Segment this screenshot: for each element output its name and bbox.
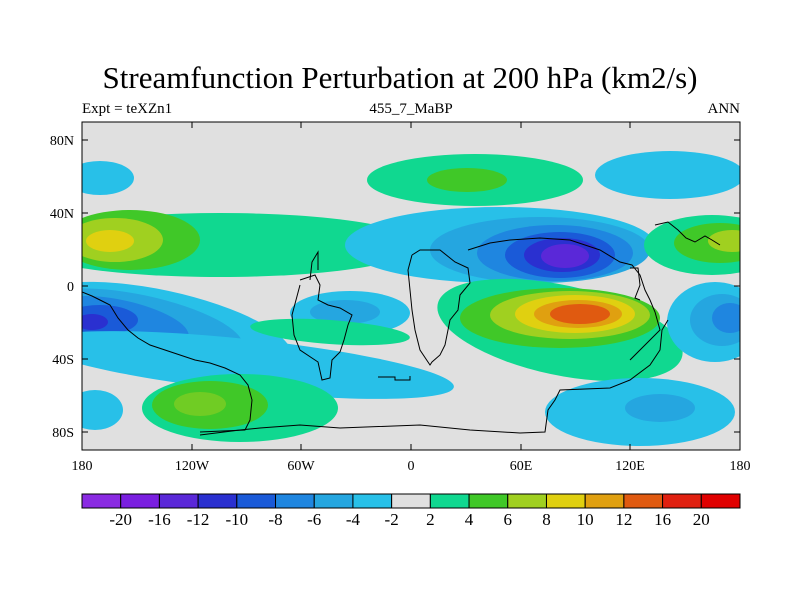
negative-anomaly-arctic-east bbox=[595, 151, 740, 199]
negative-anomaly-asia bbox=[345, 207, 655, 283]
colorbar-swatch bbox=[352, 493, 393, 509]
lon-label-60w: 60W bbox=[287, 459, 315, 474]
negative-anomaly-southern-ocean-core bbox=[625, 394, 695, 422]
colorbar-label: 12 bbox=[615, 510, 633, 529]
colorbar-swatch bbox=[275, 493, 315, 509]
experiment-label: Expt = teXZn1 bbox=[82, 101, 173, 117]
map-title: Streamfunction Perturbation at 200 hPa (… bbox=[102, 60, 698, 95]
colorbar-swatch bbox=[584, 493, 625, 509]
colorbar-label: -4 bbox=[345, 510, 361, 529]
lat-label-40s: 40S bbox=[52, 353, 74, 368]
colorbar-label: 20 bbox=[692, 510, 710, 529]
positive-anomaly-north-atlantic bbox=[367, 154, 583, 206]
colorbar-label: 2 bbox=[426, 510, 435, 529]
colorbar-label: -6 bbox=[307, 510, 322, 529]
colorbar-label: 16 bbox=[654, 510, 672, 529]
colorbar-swatch bbox=[197, 493, 238, 509]
colorbar-label: 6 bbox=[503, 510, 513, 529]
lon-label-180w: 180 bbox=[72, 459, 93, 474]
lon-label-60e: 60E bbox=[510, 459, 533, 474]
colorbar-swatch bbox=[623, 493, 664, 509]
colorbar-label: -8 bbox=[268, 510, 283, 529]
coastlines bbox=[82, 221, 721, 436]
colorbar-label: -12 bbox=[186, 510, 210, 529]
positive-anomaly-southeast-pacific bbox=[82, 374, 338, 442]
colorbar-label: -16 bbox=[148, 510, 171, 529]
coastline-north-america bbox=[309, 250, 319, 281]
coastline-south-pacific-edge bbox=[82, 291, 253, 433]
lon-label-180e: 180 bbox=[730, 459, 751, 474]
lat-label-eq: 0 bbox=[67, 280, 74, 295]
positive-anomaly-north-pacific bbox=[82, 210, 420, 277]
coastline-antarctica bbox=[199, 319, 669, 436]
colorbar-swatch bbox=[236, 493, 277, 509]
coastline-maritime-continent bbox=[630, 267, 641, 301]
lon-label-120w: 120W bbox=[175, 459, 210, 474]
colorbar-label: 10 bbox=[576, 510, 594, 529]
colorbar-label: -10 bbox=[225, 510, 249, 529]
colorbar-label: 8 bbox=[542, 510, 551, 529]
colorbar-swatch bbox=[81, 493, 122, 509]
colorbar-swatch bbox=[120, 493, 160, 509]
coastline-asia bbox=[467, 237, 661, 361]
negative-anomaly-east-pacific bbox=[667, 282, 740, 362]
colorbar-label: -2 bbox=[384, 510, 399, 529]
longitude-labels: 180 120W 60W 0 60E 120E 180 bbox=[72, 459, 751, 474]
colorbar-swatch bbox=[545, 493, 586, 509]
colorbar-swatch bbox=[662, 493, 702, 509]
colorbar-swatch bbox=[429, 493, 470, 509]
coastline-islands bbox=[378, 376, 411, 381]
colorbar-swatch bbox=[391, 493, 431, 509]
colorbar-label: 4 bbox=[464, 510, 474, 529]
colorbar-swatch bbox=[700, 493, 741, 509]
positive-anomaly-indian-ocean bbox=[437, 278, 683, 382]
negative-anomaly-atlantic bbox=[250, 291, 410, 346]
contour-fills bbox=[82, 151, 740, 446]
coastline-africa bbox=[407, 249, 471, 366]
case-label: 455_7_MaBP bbox=[369, 101, 453, 117]
colorbar-swatch bbox=[507, 493, 547, 509]
axis-ticks bbox=[81, 122, 741, 450]
colorbar-swatch bbox=[468, 493, 509, 509]
coastline-south-america bbox=[291, 274, 353, 381]
colorbar-swatch bbox=[158, 493, 199, 509]
lat-label-80s: 80S bbox=[52, 426, 74, 441]
colorbar-swatch bbox=[313, 493, 354, 509]
latitude-labels: 80N 40N 0 40S 80S bbox=[50, 134, 74, 441]
negative-anomaly-arctic-west bbox=[82, 161, 134, 195]
lon-label-120e: 120E bbox=[615, 459, 645, 474]
positive-anomaly-west-pacific bbox=[644, 215, 740, 275]
coastline-australia bbox=[654, 221, 721, 246]
lat-label-40n: 40N bbox=[50, 207, 74, 222]
lat-label-80n: 80N bbox=[50, 134, 74, 149]
lon-label-0: 0 bbox=[408, 459, 415, 474]
colorbar bbox=[81, 493, 741, 509]
season-label: ANN bbox=[707, 101, 741, 117]
positive-anomaly-south-band bbox=[82, 331, 454, 399]
colorbar-label: -20 bbox=[109, 510, 133, 529]
